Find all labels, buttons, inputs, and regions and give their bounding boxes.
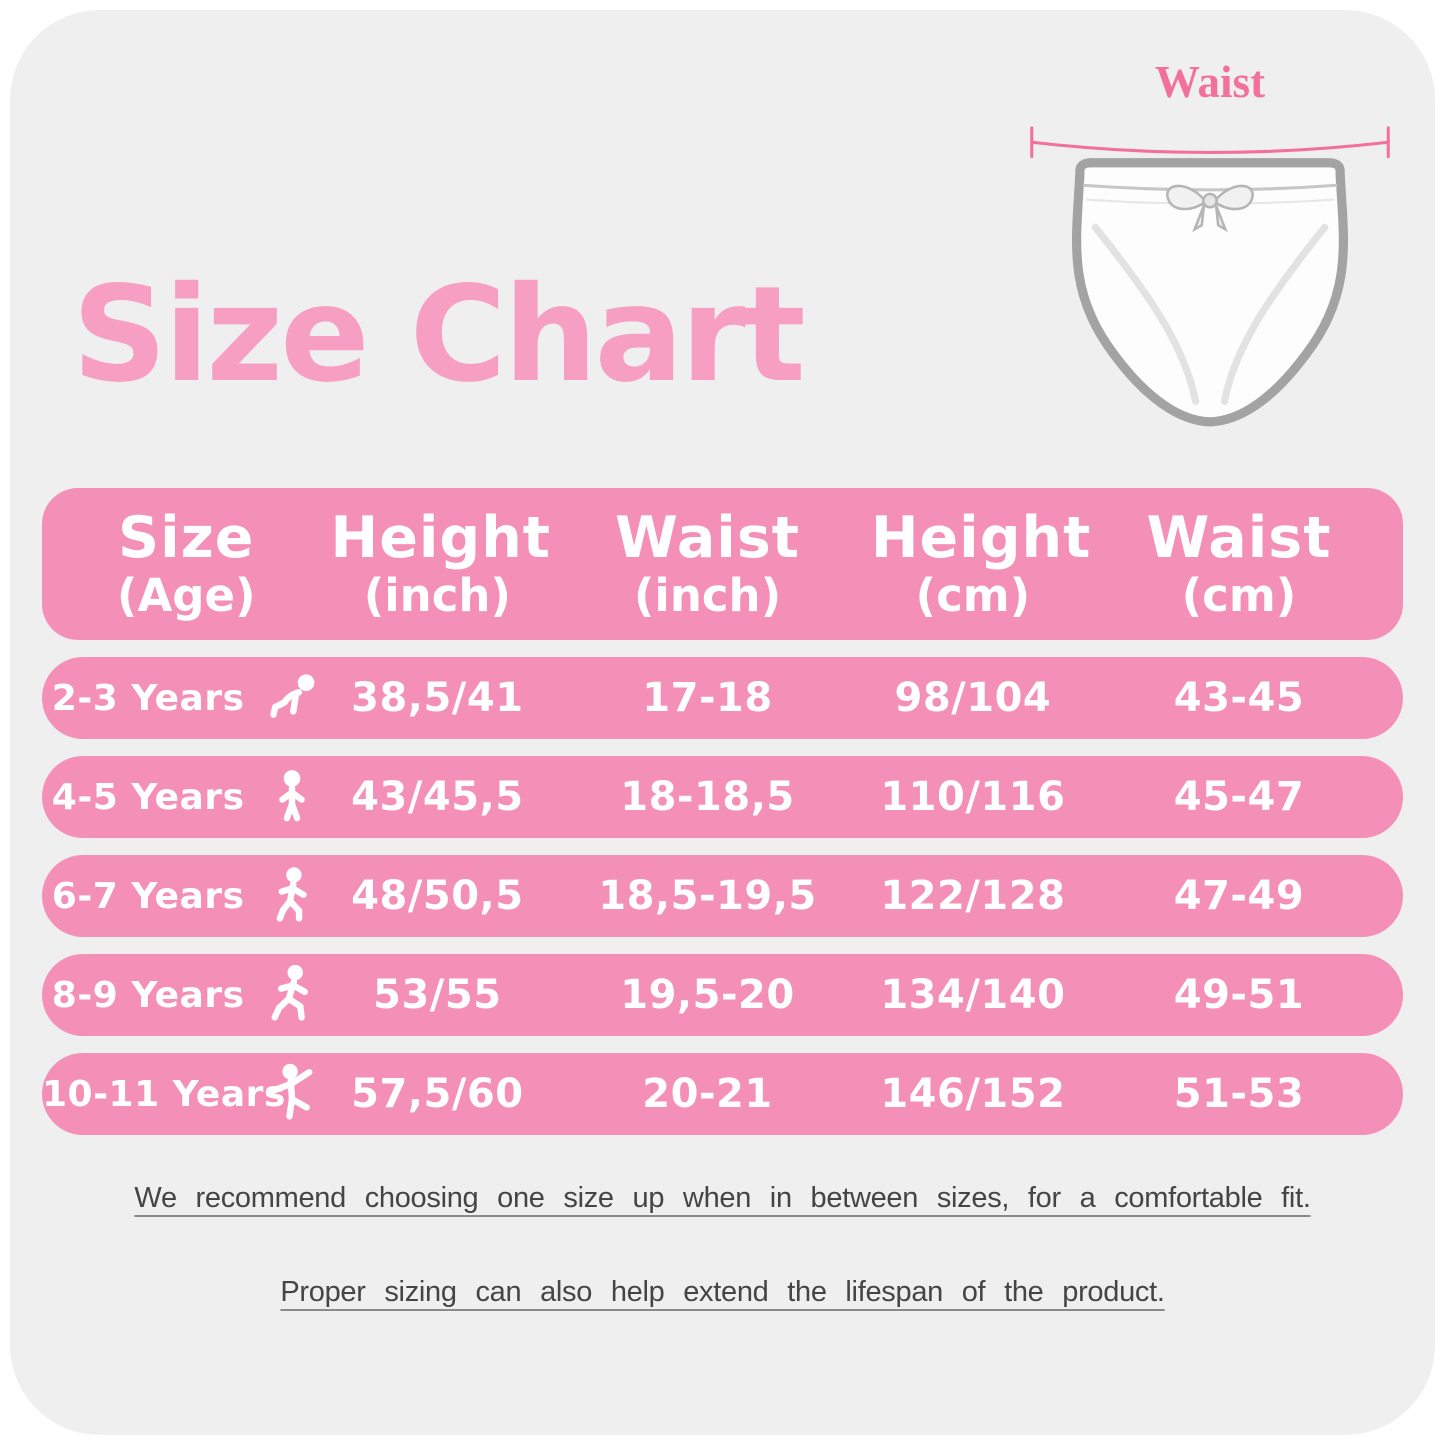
height-cm-value: 98/104 — [894, 675, 1052, 721]
dancing-child-icon — [254, 1062, 330, 1126]
header-height-cm: Height (cm) — [870, 504, 1092, 622]
header-height-inch: Height (inch) — [330, 504, 552, 622]
table-header-row: Size (Age) Height (inch) Waist (inch) He… — [42, 488, 1403, 640]
waist-cm-value: 43-45 — [1173, 675, 1305, 721]
table-row: 6-7 Years 48/50,5 18,5-19,5 122/128 47-4… — [42, 855, 1403, 937]
height-inch-value: 43/45,5 — [351, 774, 524, 820]
height-cm-value: 134/140 — [880, 972, 1066, 1018]
waist-cm-value: 45-47 — [1173, 774, 1305, 820]
briefs-illustration — [1072, 158, 1348, 427]
height-inch-value: 57,5/60 — [351, 1071, 524, 1117]
height-inch-value: 48/50,5 — [351, 873, 524, 919]
waist-inch-value: 18,5-19,5 — [598, 873, 817, 919]
height-cm-value: 110/116 — [880, 774, 1066, 820]
table-row: 10-11 Years 57,5/60 20-21 146/152 51-53 — [42, 1053, 1403, 1135]
age-label: 10-11 Years — [42, 1073, 286, 1115]
header-size-age: Size (Age) — [116, 504, 256, 622]
sizing-note: We recommend choosing one size up when i… — [134, 1182, 1311, 1214]
age-label: 2-3 Years — [51, 677, 245, 719]
waist-cm-value: 47-49 — [1173, 873, 1305, 919]
waist-inch-value: 17-18 — [642, 675, 773, 721]
waist-inch-value: 20-21 — [642, 1071, 773, 1117]
waist-measure-label: Waist — [1155, 57, 1265, 107]
size-table: Size (Age) Height (inch) Waist (inch) He… — [42, 488, 1403, 1135]
waist-measurement-arrow — [1030, 126, 1390, 159]
age-label: 4-5 Years — [51, 776, 245, 818]
waist-cm-value: 49-51 — [1173, 972, 1305, 1018]
waist-cm-value: 51-53 — [1173, 1071, 1305, 1117]
underwear-diagram: Waist — [1015, 48, 1405, 468]
height-inch-value: 38,5/41 — [351, 675, 524, 721]
striding-child-icon — [254, 963, 330, 1027]
height-cm-value: 146/152 — [880, 1071, 1066, 1117]
waist-inch-value: 19,5-20 — [620, 972, 795, 1018]
header-waist-inch: Waist (inch) — [614, 504, 801, 622]
height-cm-value: 122/128 — [880, 873, 1066, 919]
bow-icon — [1166, 184, 1254, 233]
table-row: 2-3 Years 38,5/41 17-18 98/104 43-45 — [42, 657, 1403, 739]
age-label: 8-9 Years — [51, 974, 245, 1016]
height-inch-value: 53/55 — [373, 972, 502, 1018]
underwear-icon: Waist — [1030, 57, 1390, 427]
crawling-baby-icon — [254, 666, 330, 730]
waist-inch-value: 18-18,5 — [620, 774, 795, 820]
age-label: 6-7 Years — [51, 875, 245, 917]
lifespan-note: Proper sizing can also help extend the l… — [280, 1276, 1165, 1308]
page-title: Size Chart — [72, 258, 806, 412]
header-waist-cm: Waist (cm) — [1146, 504, 1332, 622]
table-row: 8-9 Years 53/55 19,5-20 134/140 49-51 — [42, 954, 1403, 1036]
walking-child-icon — [254, 864, 330, 928]
table-row: 4-5 Years 43/45,5 18-18,5 110/116 45-47 — [42, 756, 1403, 838]
standing-toddler-icon — [254, 765, 330, 829]
